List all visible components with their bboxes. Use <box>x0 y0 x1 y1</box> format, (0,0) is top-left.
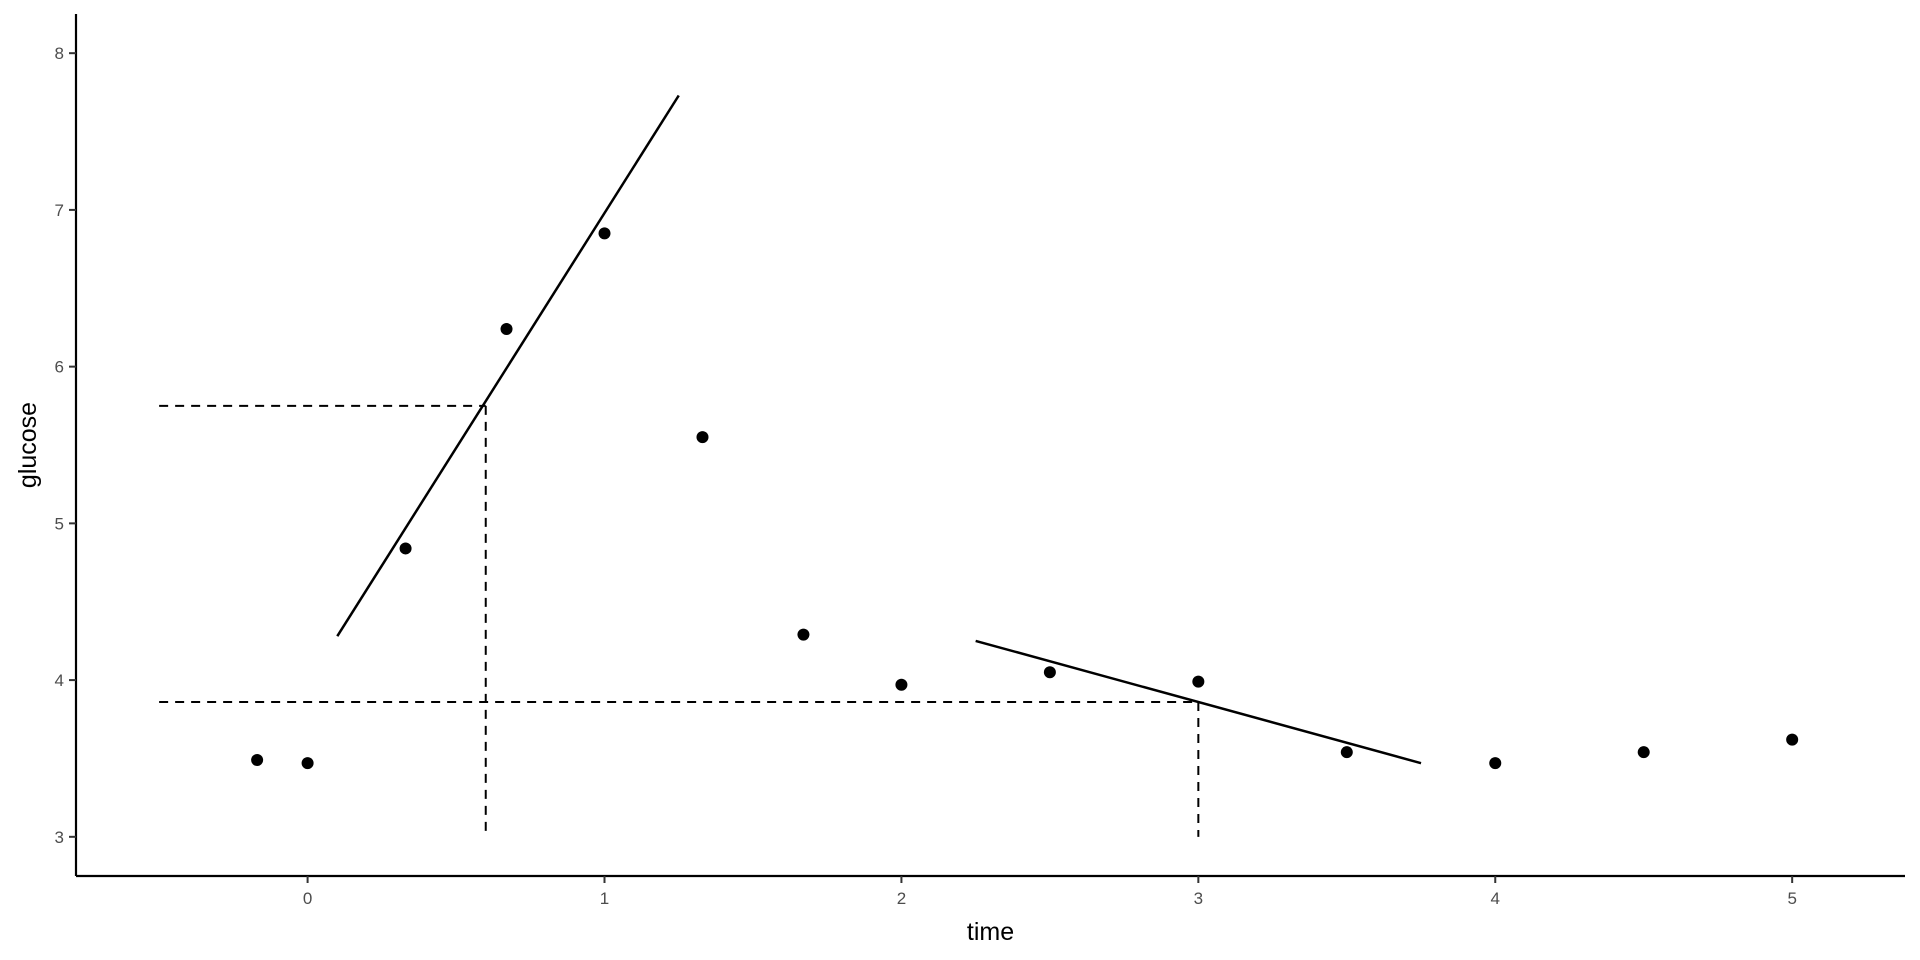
x-tick-label: 1 <box>600 889 609 908</box>
y-tick-label: 4 <box>55 671 64 690</box>
data-points <box>251 227 1799 770</box>
y-tick-label: 7 <box>55 201 64 220</box>
x-tick-label: 4 <box>1491 889 1500 908</box>
reference-lines <box>159 404 1200 837</box>
y-tick-label: 3 <box>55 828 64 847</box>
data-point <box>1340 746 1353 759</box>
data-point <box>797 628 810 641</box>
data-point <box>500 323 513 336</box>
data-point <box>1043 666 1056 679</box>
x-tick-label: 0 <box>303 889 312 908</box>
data-point <box>598 227 611 240</box>
x-axis-ticks: 0 1 2 3 4 5 <box>303 876 1797 908</box>
data-point <box>251 754 264 767</box>
x-tick-label: 5 <box>1787 889 1796 908</box>
data-point <box>301 757 314 770</box>
fit-line <box>336 94 680 637</box>
y-tick-label: 8 <box>55 44 64 63</box>
y-tick-label: 6 <box>55 358 64 377</box>
x-axis-title: time <box>967 918 1014 946</box>
data-point <box>1637 746 1650 759</box>
axes <box>74 14 1905 878</box>
fit-lines <box>336 94 1422 765</box>
y-tick-label: 5 <box>55 514 64 533</box>
data-point <box>399 542 412 555</box>
x-tick-label: 2 <box>897 889 906 908</box>
data-point <box>1192 675 1205 688</box>
data-point <box>1489 757 1502 770</box>
x-tick-label: 3 <box>1194 889 1203 908</box>
fit-line <box>975 639 1422 765</box>
y-axis-ticks: 3 4 5 6 7 8 <box>55 44 76 847</box>
data-point <box>895 678 908 691</box>
y-axis-title: glucose <box>14 402 42 488</box>
data-point <box>696 431 709 444</box>
data-point <box>1786 733 1799 746</box>
